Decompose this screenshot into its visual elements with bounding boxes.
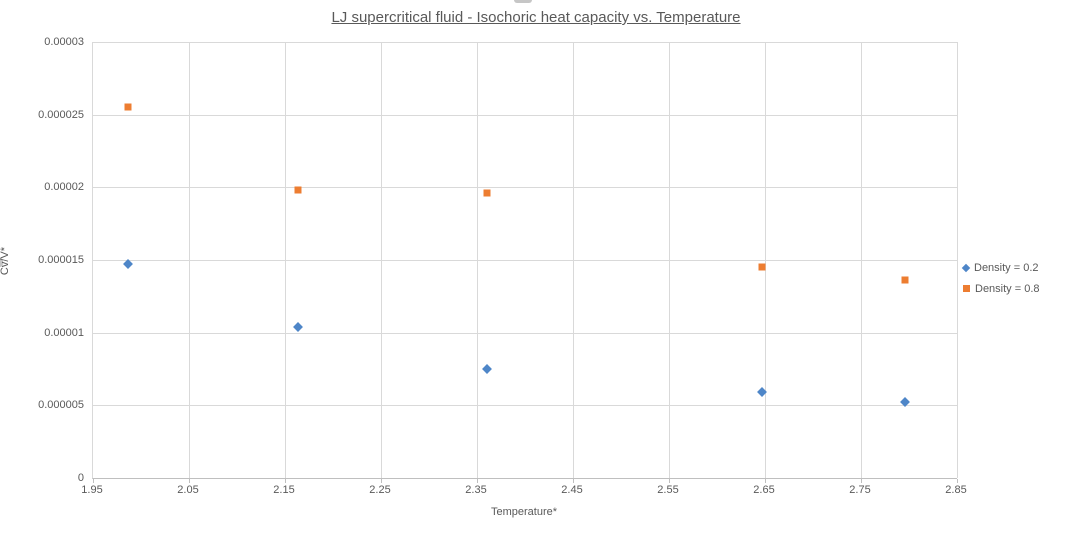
gridline-horizontal — [93, 42, 957, 43]
gridline-vertical — [669, 42, 670, 478]
data-point-diamond — [481, 364, 492, 374]
legend-item[interactable]: Density = 0.8 — [963, 278, 1040, 299]
gridline-horizontal — [93, 333, 957, 334]
x-axis-tick — [477, 479, 478, 483]
gridline-vertical — [957, 42, 958, 478]
x-axis-tick — [189, 479, 190, 483]
x-axis-tick — [93, 479, 94, 483]
x-axis-tick-label: 2.15 — [273, 484, 295, 496]
legend-marker-square-icon — [963, 285, 970, 292]
data-point-diamond — [293, 321, 304, 332]
data-point-square — [124, 103, 132, 111]
x-axis-tick — [573, 479, 574, 483]
chart-selection-handle-left[interactable] — [0, 258, 3, 267]
x-axis-tick-label: 1.95 — [81, 484, 103, 496]
data-point-square — [758, 263, 766, 271]
gridline-vertical — [573, 42, 574, 478]
x-axis-tick-label: 2.35 — [465, 484, 487, 496]
gridline-vertical — [477, 42, 478, 478]
x-axis-tick-label: 2.65 — [753, 484, 775, 496]
legend[interactable]: Density = 0.2 Density = 0.8 — [961, 257, 1040, 299]
x-axis-tick-label: 2.55 — [657, 484, 679, 496]
x-axis-tick — [285, 479, 286, 483]
y-axis-tick-label: 0 — [77, 472, 84, 484]
legend-marker-diamond-icon — [961, 263, 971, 272]
y-axis-tick-label: 0.00001 — [44, 327, 84, 339]
legend-item[interactable]: Density = 0.2 — [961, 257, 1040, 278]
x-axis-tick-label: 2.45 — [561, 484, 583, 496]
x-axis-tick-label: 2.05 — [177, 484, 199, 496]
x-axis-tick — [861, 479, 862, 483]
gridline-vertical — [189, 42, 190, 478]
legend-item-label: Density = 0.8 — [975, 282, 1040, 295]
gridline-vertical — [381, 42, 382, 478]
x-axis-tick — [669, 479, 670, 483]
x-axis-tick — [381, 479, 382, 483]
gridline-vertical — [861, 42, 862, 478]
data-point-square — [901, 276, 909, 284]
x-axis-tick — [957, 479, 958, 483]
plot-area — [92, 42, 958, 483]
data-point-square — [483, 189, 491, 197]
y-axis-tick-label: 0.00003 — [44, 36, 84, 48]
x-axis-tick-label: 2.85 — [945, 484, 967, 496]
legend-item-label: Density = 0.2 — [974, 261, 1039, 274]
x-axis-title: Temperature* — [490, 506, 558, 518]
y-axis-tick-label: 0.000025 — [38, 109, 84, 121]
gridline-horizontal — [93, 115, 957, 116]
data-point-square — [294, 186, 302, 194]
x-axis-tick-label: 2.75 — [849, 484, 871, 496]
gridline-horizontal — [93, 405, 957, 406]
x-axis-tick-label: 2.25 — [369, 484, 391, 496]
chart-title: LJ supercritical fluid - Isochoric heat … — [331, 9, 741, 26]
chart-selection-handle-top[interactable] — [514, 0, 532, 3]
gridline-vertical — [765, 42, 766, 478]
x-axis-tick — [765, 479, 766, 483]
gridline-horizontal — [93, 187, 957, 188]
gridline-vertical — [285, 42, 286, 478]
y-axis-tick-label: 0.00002 — [44, 181, 84, 193]
y-axis-tick-label: 0.000005 — [38, 399, 84, 411]
y-axis-tick-label: 0.000015 — [38, 254, 84, 266]
gridline-horizontal — [93, 260, 957, 261]
